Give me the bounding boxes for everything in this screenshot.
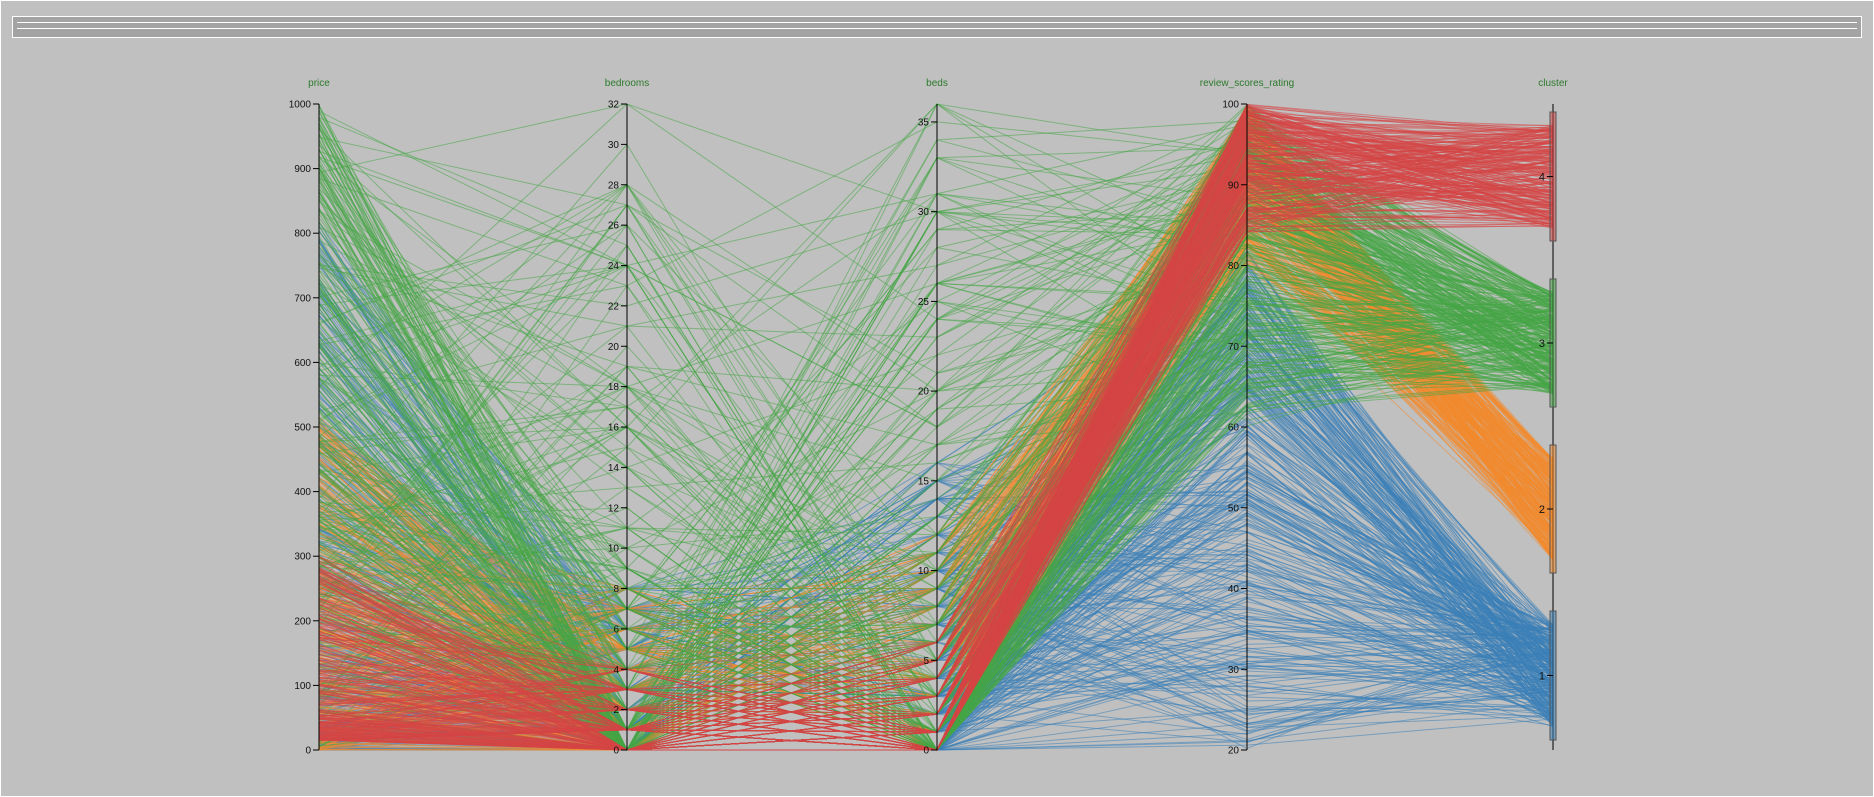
tick-label: 6	[613, 624, 619, 635]
tick-label: 100	[294, 681, 311, 692]
tick-label: 16	[608, 423, 620, 434]
tick-label: 18	[608, 382, 620, 393]
axes-layer: price01002003004005006007008009001000bed…	[289, 78, 1569, 757]
tick-label: 20	[608, 342, 620, 353]
tick-label: 24	[608, 261, 620, 272]
axis-review_scores_rating[interactable]: review_scores_rating 20 30 40 50 60 70 80 90 100	[1200, 78, 1295, 757]
tick-label: 200	[294, 616, 311, 627]
axis-title: review_scores_rating	[1200, 78, 1295, 89]
tick-label: 90	[1228, 180, 1240, 191]
tick-label: 300	[294, 552, 311, 563]
axis-beds[interactable]: beds 0 5 10 15 20 25 30 35	[918, 78, 948, 757]
tick-label: 4	[613, 665, 619, 676]
axis-title: bedrooms	[605, 78, 649, 89]
toolbar	[12, 16, 1862, 38]
axis-title: beds	[926, 78, 948, 89]
tick-label: 1000	[289, 100, 312, 111]
cluster-4-label: 4	[1539, 172, 1545, 184]
cluster-3-label: 3	[1539, 338, 1545, 350]
tick-label: 80	[1228, 261, 1240, 272]
tick-label: 700	[294, 293, 311, 304]
tick-label: 20	[1228, 746, 1240, 757]
tick-label: 500	[294, 423, 311, 434]
tick-label: 10	[918, 566, 930, 577]
axis-price[interactable]: price 0 100 200 300 400 500 600 700 800 900 1000	[289, 78, 331, 757]
tick-label: 0	[305, 746, 311, 757]
axis-title: price	[308, 78, 330, 89]
tick-label: 2	[613, 705, 619, 716]
tick-label: 5	[923, 656, 929, 667]
tick-label: 40	[1228, 584, 1240, 595]
axis-title: cluster	[1538, 78, 1568, 89]
tick-label: 60	[1228, 423, 1240, 434]
axis-cluster[interactable]: cluster 4 3 2 1	[1538, 78, 1568, 750]
tick-label: 35	[918, 117, 930, 128]
tick-label: 30	[1228, 665, 1240, 676]
tick-label: 30	[608, 140, 620, 151]
tick-label: 15	[918, 476, 930, 487]
tick-label: 0	[613, 746, 619, 757]
cluster-2-label: 2	[1539, 504, 1545, 516]
tick-label: 400	[294, 487, 311, 498]
tick-label: 50	[1228, 503, 1240, 514]
tick-label: 8	[613, 584, 619, 595]
tick-label: 12	[608, 503, 620, 514]
tick-label: 100	[1222, 100, 1239, 111]
tick-label: 32	[608, 100, 620, 111]
tick-label: 30	[918, 207, 930, 218]
tick-label: 10	[608, 544, 620, 555]
polyline-layer	[318, 103, 1554, 752]
tick-label: 25	[918, 297, 930, 308]
tick-label: 26	[608, 221, 620, 232]
tick-label: 20	[918, 387, 930, 398]
tick-label: 22	[608, 301, 620, 312]
tick-label: 14	[608, 463, 620, 474]
tick-label: 0	[923, 746, 929, 757]
tick-label: 900	[294, 164, 311, 175]
tick-label: 600	[294, 358, 311, 369]
tick-label: 800	[294, 229, 311, 240]
tick-label: 70	[1228, 342, 1240, 353]
cluster-1-label: 1	[1539, 671, 1545, 683]
tick-label: 28	[608, 180, 620, 191]
